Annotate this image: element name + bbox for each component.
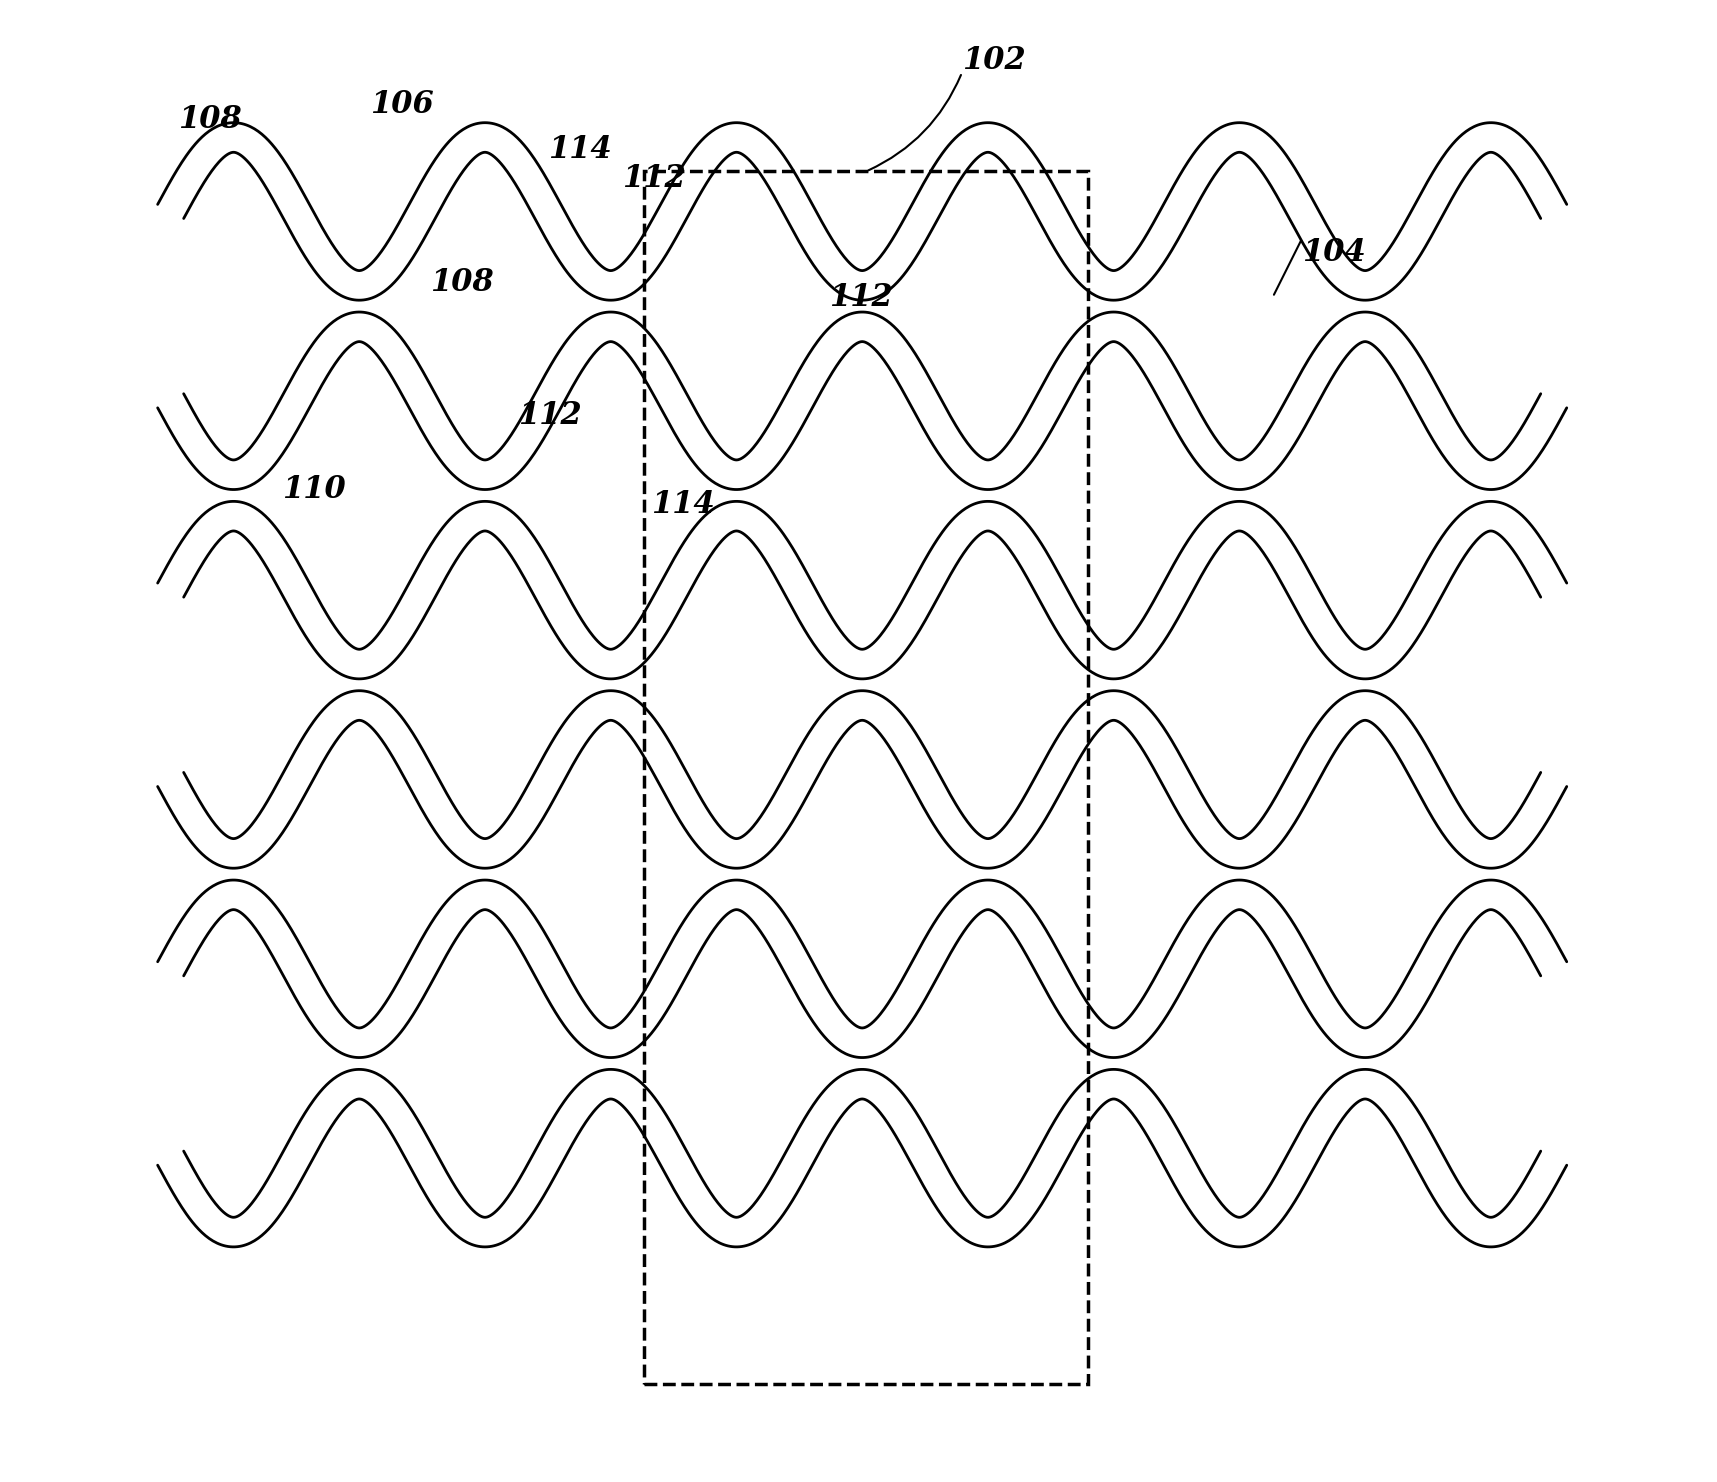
Text: 112: 112 (519, 400, 582, 431)
Text: 106: 106 (371, 89, 434, 120)
Text: 112: 112 (622, 163, 685, 194)
Text: 104: 104 (1301, 237, 1367, 268)
Text: 112: 112 (829, 282, 893, 313)
Bar (644, 172, 1089, 1384)
Text: 108: 108 (429, 267, 493, 298)
Text: 102: 102 (962, 44, 1025, 76)
Text: 114: 114 (651, 489, 716, 520)
Text: 108: 108 (179, 104, 242, 135)
Text: 114: 114 (548, 133, 611, 165)
Text: 110: 110 (282, 474, 345, 505)
